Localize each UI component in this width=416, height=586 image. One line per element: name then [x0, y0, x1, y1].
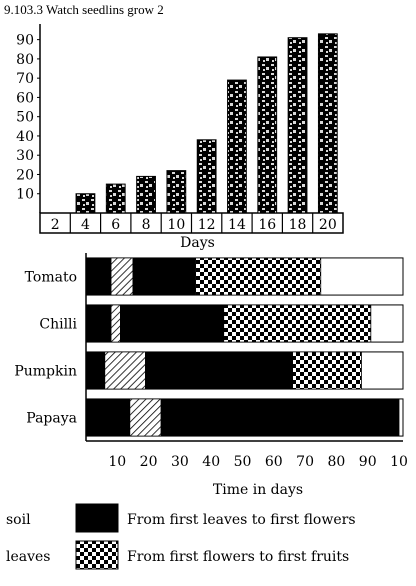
row-label: Tomato: [25, 270, 77, 286]
y-tick-label: 40: [16, 129, 34, 145]
x-tick-label: 10: [167, 217, 185, 233]
stacked-segment: [195, 257, 322, 296]
y-tick-label: 50: [16, 110, 34, 126]
stacked-segment: [292, 351, 362, 390]
legend-left-label: soil: [6, 512, 31, 528]
x-tick-label: 2: [51, 217, 60, 233]
legend-swatch: [75, 503, 119, 533]
bar: [136, 175, 156, 214]
y-tick-label: 80: [16, 52, 34, 68]
seedling-bar-chart: 10 20 30 40 50 60 70 80 90 2 4 6 8 10 12 14 16 18 20 Days: [16, 24, 344, 251]
stacked-segment: [110, 257, 134, 296]
legend-label: From first flowers to first fruits: [127, 549, 349, 565]
bar: [196, 139, 217, 214]
stacked-segment: [85, 304, 112, 343]
y-tick-label: 10: [16, 187, 34, 203]
x-tick-label: 6: [111, 217, 120, 233]
x-tick-label: 10: [108, 454, 126, 470]
x-tick-label: 4: [81, 217, 90, 233]
y-tick-label: 20: [16, 167, 34, 183]
y-tick-label: 30: [16, 148, 34, 164]
bar: [227, 79, 247, 214]
bar: [317, 33, 338, 214]
row-label: Chilli: [39, 317, 77, 333]
legend-left-label: leaves: [6, 549, 51, 565]
x-tick-label: 80: [327, 454, 345, 470]
bar: [166, 170, 187, 214]
x-tick-label: 40: [202, 454, 220, 470]
stacked-segment: [85, 351, 106, 390]
x-tick-label: 50: [234, 454, 252, 470]
x-tick-label: 20: [140, 454, 158, 470]
y-tick-label: 60: [16, 90, 34, 106]
stacked-segment: [129, 398, 162, 437]
stacked-segment: [85, 398, 131, 437]
legend-label: From first leaves to first flowers: [127, 512, 356, 528]
stacked-segment: [145, 351, 293, 390]
x-tick-label: 18: [289, 217, 307, 233]
row-label: Papaya: [26, 411, 77, 427]
x-tick-label: 10: [390, 454, 408, 470]
stacked-segment: [132, 257, 196, 296]
x-tick-label: 30: [171, 454, 189, 470]
figure-header: 9.103.3 Watch seedlins grow 2: [4, 2, 164, 17]
x-tick-label: 12: [198, 217, 216, 233]
row-label: Pumpkin: [14, 364, 77, 380]
x-tick-label: 90: [359, 454, 377, 470]
bar: [287, 37, 308, 214]
x-tick-label: 16: [258, 217, 276, 233]
stacked-segment: [120, 304, 225, 343]
x-tick-label: 20: [319, 217, 337, 233]
x-tick-label: 60: [265, 454, 283, 470]
y-tick-label: 70: [16, 71, 34, 87]
stacked-segment: [160, 398, 400, 437]
bar: [105, 183, 126, 214]
stacked-segment: [85, 257, 112, 296]
growth-stage-chart: Tomato Chilli Pumpkin Papaya 10 20 30 40 50 60 70 8…: [14, 253, 408, 498]
x-tick-label: 8: [142, 217, 151, 233]
legend-swatch: [75, 540, 119, 570]
bar: [75, 193, 96, 214]
bar: [257, 56, 278, 214]
y-tick-label: 90: [16, 33, 34, 49]
x-axis-label: Days: [180, 235, 215, 251]
stacked-segment: [110, 304, 121, 343]
x-tick-label: 70: [296, 454, 314, 470]
x-axis-label: Time in days: [213, 482, 303, 498]
legend: soil From first leaves to first flowers le…: [6, 503, 356, 570]
stacked-segment: [104, 351, 146, 390]
x-tick-label: 14: [228, 217, 246, 233]
stacked-segment: [223, 304, 372, 343]
